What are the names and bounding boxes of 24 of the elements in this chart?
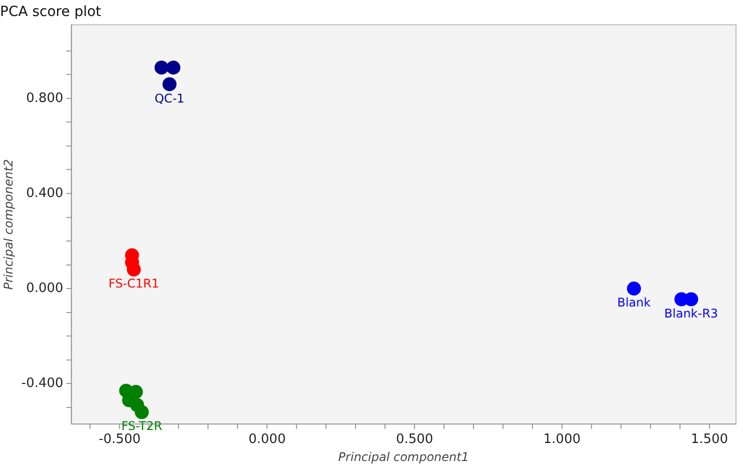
x-tick-label: -0.500 bbox=[98, 432, 141, 448]
x-axis-title: Principal component1 bbox=[338, 450, 469, 464]
point bbox=[134, 405, 149, 420]
point bbox=[126, 262, 141, 277]
x-tick-label: 1.000 bbox=[543, 432, 581, 448]
y-axis-title: Principal component2 bbox=[1, 159, 16, 290]
point bbox=[684, 292, 698, 306]
y-tick-label: 0.000 bbox=[26, 280, 64, 296]
x-tick-label: 0.500 bbox=[396, 432, 434, 448]
point bbox=[162, 77, 177, 92]
point bbox=[154, 60, 169, 75]
x-tick-label: 1.500 bbox=[690, 432, 728, 448]
y-tick-label: 0.400 bbox=[26, 186, 64, 201]
annotation: QC-1 bbox=[154, 91, 184, 106]
annotation: FS-C1R1 bbox=[108, 276, 160, 291]
chart-title: PCA score plot bbox=[0, 4, 102, 20]
x-tick-label: 0.000 bbox=[248, 432, 286, 448]
y-tick-label: 0.800 bbox=[26, 90, 64, 106]
point bbox=[626, 282, 641, 296]
point bbox=[166, 60, 180, 75]
annotation: FS-T2R bbox=[121, 419, 162, 434]
y-tick-label: -0.400 bbox=[21, 376, 64, 391]
annotation: Blank bbox=[617, 296, 651, 310]
annotation: Blank-R3 bbox=[664, 306, 718, 320]
